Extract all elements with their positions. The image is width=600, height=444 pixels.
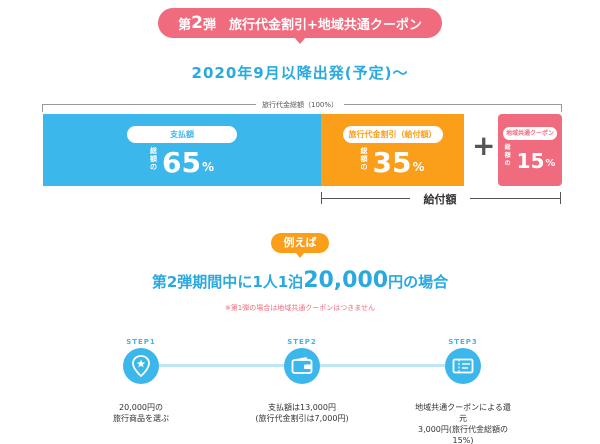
step-3-tag: STEP3	[448, 338, 478, 346]
grant-bracket-left	[321, 192, 322, 204]
step-2-line1: 支払額は13,000円	[268, 403, 336, 412]
step-3-line1: 地域共通クーポンによる還元	[415, 403, 511, 423]
step-3: STEP3 地域共通クーポンによる還元 3,000円(旅行代金総額の15%)	[413, 338, 513, 444]
discount-prefix: 総額の	[360, 147, 368, 171]
case-title: 第2弾期間中に1人1泊20,000円の場合	[0, 268, 600, 293]
step-1-line1: 20,000円の	[119, 403, 163, 412]
coupon-percent: 総額の 15 %	[505, 144, 556, 172]
discount-unit: %	[412, 160, 425, 174]
payment-value: 65	[162, 146, 201, 179]
payment-prefix: 総額の	[150, 147, 157, 171]
payment-bar: 支払額 総額の 65 %	[43, 114, 321, 186]
note-text: ※第1弾の場合は地域共通クーポンはつきません	[224, 304, 376, 312]
step-3-line2: 3,000円(旅行代金総額の15%)	[417, 425, 509, 444]
step-2-line2: (旅行代金割引は7,000円)	[255, 414, 349, 423]
discount-value: 35	[372, 146, 412, 179]
step-1: STEP1 20,000円の 旅行商品を選ぶ	[91, 338, 191, 424]
total-bracket-right	[561, 104, 562, 112]
coupon-label: 地域共通クーポン	[503, 127, 557, 140]
campaign-banner: 第 2 弾 旅行代金割引+地域共通クーポン	[158, 8, 442, 38]
discount-label: 旅行代金割引（給付額）	[342, 126, 443, 143]
coupon-ticket-icon	[452, 358, 474, 374]
step-1-text: 20,000円の 旅行商品を選ぶ	[91, 402, 191, 424]
discount-bar: 旅行代金割引（給付額） 総額の 35 %	[321, 114, 464, 186]
step-1-circle	[123, 348, 159, 384]
total-label-text: 旅行代金総額（100%）	[255, 101, 344, 109]
total-label: 旅行代金総額（100%）	[0, 100, 600, 110]
plus-sign: +	[472, 129, 496, 162]
payment-percent: 総額の 65 %	[150, 147, 214, 177]
step-2-text: 支払額は13,000円 (旅行代金割引は7,000円)	[252, 402, 352, 424]
discount-percent: 総額の 35 %	[361, 147, 425, 177]
case-before: 第2弾期間中に1人1泊	[151, 273, 304, 291]
coupon-value: 15	[516, 149, 545, 173]
example-badge-tail	[295, 252, 305, 258]
case-amount: 20,000	[303, 268, 389, 293]
wallet-icon	[291, 357, 313, 374]
step-1-tag: STEP1	[126, 338, 156, 346]
coupon-prefix: 総額の	[504, 144, 511, 167]
map-pin-star-icon	[132, 355, 150, 377]
example-badge: 例えば	[271, 233, 329, 253]
banner-number: 2	[191, 13, 203, 33]
payment-unit: %	[201, 160, 214, 174]
total-bracket-left	[42, 104, 43, 112]
case-after: 円の場合	[388, 273, 449, 291]
step-2: STEP2 支払額は13,000円 (旅行代金割引は7,000円)	[252, 338, 352, 424]
banner-prefix: 第	[178, 17, 192, 33]
payment-label: 支払額	[127, 126, 237, 143]
grant-label: 給付額	[410, 191, 470, 207]
step-3-circle	[445, 348, 481, 384]
banner-text: 弾 旅行代金割引+地域共通クーポン	[202, 17, 422, 33]
step-2-tag: STEP2	[287, 338, 317, 346]
grant-bracket-right	[560, 192, 561, 204]
coupon-box: 地域共通クーポン 総額の 15 %	[498, 114, 562, 186]
period-subtitle: 2020年9月以降出発(予定)〜	[191, 64, 409, 82]
step-2-circle	[284, 348, 320, 384]
coupon-unit: %	[545, 158, 556, 169]
step-3-text: 地域共通クーポンによる還元 3,000円(旅行代金総額の15%)	[413, 402, 513, 444]
banner-tail	[294, 37, 306, 44]
step-1-line2: 旅行商品を選ぶ	[113, 414, 169, 423]
